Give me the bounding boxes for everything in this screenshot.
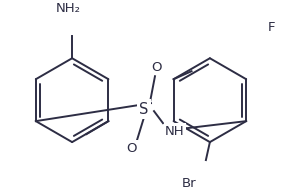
Text: NH: NH [165,125,185,138]
Text: O: O [126,142,136,155]
Text: S: S [139,102,149,117]
Text: Br: Br [182,177,196,190]
Text: O: O [152,61,162,74]
Text: NH₂: NH₂ [56,2,81,15]
Text: F: F [268,21,276,34]
